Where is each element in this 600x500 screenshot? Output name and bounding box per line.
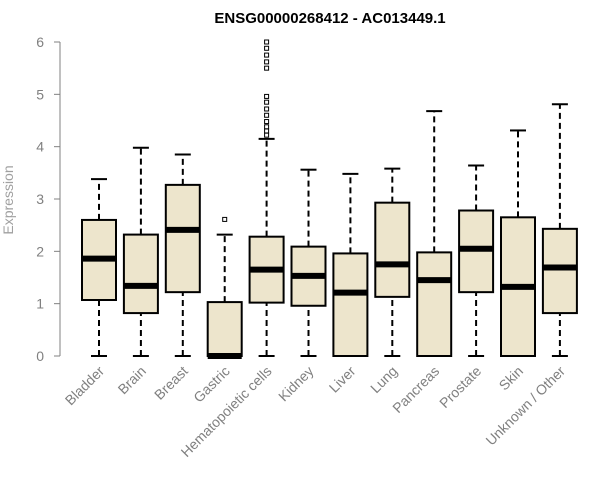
x-category-label: Pancreas [389, 363, 442, 416]
box-5 [290, 168, 327, 357]
outlier-point [264, 106, 270, 112]
chart-title: ENSG00000268412 - AC013449.1 [214, 10, 445, 27]
box-0 [81, 178, 117, 357]
x-category-label: Kidney [275, 363, 317, 405]
box-10 [500, 129, 536, 357]
y-tick-label: 1 [36, 296, 44, 312]
x-category-label: Unknown / Other [482, 363, 568, 449]
outlier-point [264, 59, 270, 65]
iqr-box [164, 183, 201, 294]
box-11 [541, 103, 578, 357]
outlier-point [264, 112, 270, 118]
y-tick-label: 2 [36, 243, 44, 259]
iqr-box [374, 201, 411, 298]
outlier-point [264, 128, 270, 134]
y-tick-label: 6 [36, 34, 44, 50]
outlier-point [264, 119, 270, 125]
y-tick-label: 3 [36, 191, 44, 207]
box-3 [206, 216, 243, 359]
x-category-label: Bladder [62, 363, 108, 409]
x-category-label: Lung [367, 363, 400, 396]
outlier-point [264, 132, 270, 138]
y-tick-label: 0 [36, 348, 44, 364]
box-9 [458, 164, 495, 357]
iqr-box [122, 233, 159, 315]
outlier-point [264, 45, 270, 51]
outlier-point [264, 124, 270, 130]
box-1 [122, 146, 159, 357]
outlier-point [264, 39, 270, 45]
outlier-point [264, 93, 270, 99]
outlier-point [264, 99, 270, 105]
box-2 [164, 153, 201, 357]
y-tick-label: 4 [36, 139, 44, 155]
x-category-label: Prostate [436, 363, 484, 411]
x-category-label: Brain [115, 363, 149, 397]
box-6 [332, 172, 369, 357]
outlier-point [222, 216, 228, 222]
x-category-label: Liver [326, 363, 359, 396]
outlier-point [264, 52, 270, 58]
iqr-box [541, 227, 578, 315]
x-category-label: Skin [496, 363, 527, 394]
box-7 [374, 167, 411, 357]
y-tick-label: 5 [36, 86, 44, 102]
box-8 [416, 110, 453, 358]
y-axis: 0 1 2 3 4 5 6 [36, 34, 61, 364]
y-axis-title: Expression [0, 165, 16, 234]
x-category-label: Breast [151, 363, 191, 403]
iqr-box [416, 251, 453, 358]
box-4 [248, 39, 285, 357]
outlier-point [264, 65, 270, 71]
iqr-box [206, 301, 243, 358]
plot-area [81, 39, 578, 359]
iqr-box [332, 252, 369, 357]
